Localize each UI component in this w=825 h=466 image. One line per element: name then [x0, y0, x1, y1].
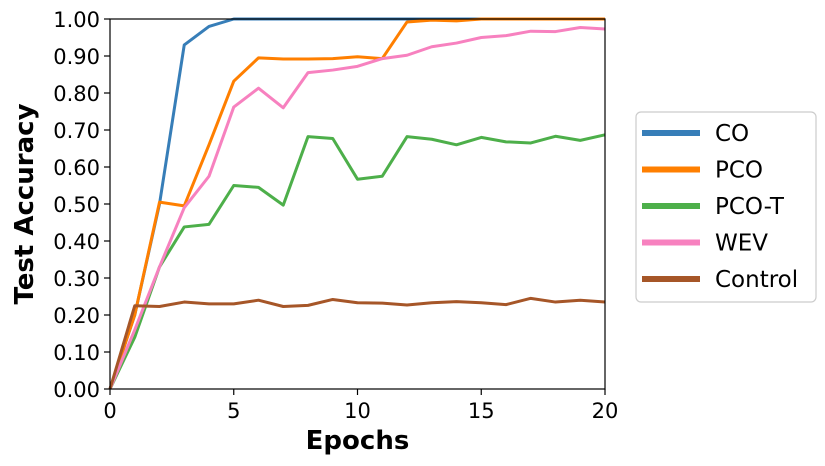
y-axis: 0.00 0.10 0.20 0.30 0.40 0.50 0.60 0.70 0.80 0.90…	[53, 8, 110, 402]
y-tick-label: 0.50	[53, 193, 100, 217]
series-line-control	[108, 296, 606, 390]
legend-label-wev: WEV	[715, 231, 768, 257]
series-line-pco-t	[108, 133, 606, 390]
x-axis: 0 5 10 15 20	[103, 389, 618, 423]
y-tick-label: 0.20	[53, 304, 100, 328]
x-tick-label: 15	[468, 399, 495, 423]
y-tick-label: 0.90	[53, 45, 100, 69]
y-tick-label: 0.00	[53, 378, 100, 402]
y-tick-label: 0.40	[53, 230, 100, 254]
legend-label-co: CO	[715, 121, 749, 147]
series-line-pco	[108, 17, 605, 390]
y-tick-label: 1.00	[53, 8, 100, 32]
y-tick-label: 0.70	[53, 119, 100, 143]
x-tick-label: 20	[592, 399, 619, 423]
legend-label-control: Control	[715, 267, 798, 293]
y-tick-label: 0.80	[53, 82, 100, 106]
x-tick-label: 5	[227, 399, 240, 423]
legend-label-pco: PCO	[715, 158, 763, 184]
plot-area	[108, 17, 606, 390]
legend-label-pco-t: PCO-T	[715, 194, 785, 220]
y-tick-label: 0.10	[53, 341, 100, 365]
series-line-wev	[108, 26, 606, 390]
y-axis-label: Test Accuracy	[10, 103, 40, 304]
legend: CO PCO PCO-T WEV Control	[635, 111, 817, 303]
y-tick-label: 0.60	[53, 156, 100, 180]
legend-frame	[635, 111, 817, 303]
x-axis-label: Epochs	[306, 426, 410, 456]
x-tick-label: 10	[344, 399, 371, 423]
x-tick-label: 0	[103, 399, 116, 423]
y-tick-label: 0.30	[53, 267, 100, 291]
